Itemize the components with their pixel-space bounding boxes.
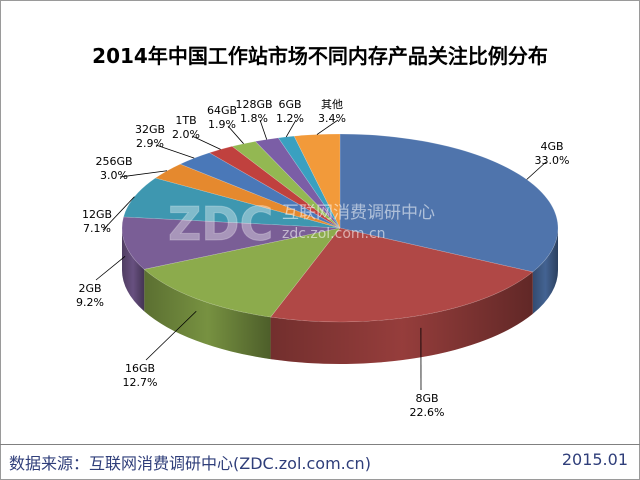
- slice-label-name-4gb: 4GB: [540, 140, 563, 153]
- slice-label-value-128gb: 1.8%: [240, 112, 268, 125]
- leader-line-64gb: [227, 125, 244, 144]
- leader-lines: [95, 119, 547, 391]
- slice-label-value-12gb: 7.1%: [83, 222, 111, 235]
- leader-line-4gb: [526, 161, 547, 180]
- slice-label-value-64gb: 1.9%: [208, 118, 236, 131]
- leader-line-256gb: [119, 170, 168, 178]
- slice-label-value-6gb: 1.2%: [276, 112, 304, 125]
- slice-label-name-256gb: 256GB: [95, 155, 132, 168]
- slice-label-name-2gb: 2GB: [78, 282, 101, 295]
- slice-12gb: [123, 177, 341, 229]
- slice-side-shade-2gb: [122, 228, 145, 312]
- slice-label-value-8gb: 22.6%: [410, 406, 445, 419]
- slice-side-shade-16gb: [144, 269, 271, 360]
- pie-tops: [121, 133, 559, 323]
- slice-label-name-6gb: 6GB: [278, 98, 301, 111]
- watermark-url: zdc.zol.com.cn: [282, 226, 386, 242]
- slice-label-value-32gb: 2.9%: [136, 137, 164, 150]
- slice-label-name-64gb: 64GB: [207, 104, 237, 117]
- chart-title: 2014年中国工作站市场不同内存产品关注比例分布: [92, 44, 548, 68]
- leader-line-32gb: [155, 144, 195, 159]
- leader-line-12gb: [102, 196, 135, 231]
- leader-line-16gb: [145, 310, 197, 361]
- slice-label-name-8gb: 8GB: [415, 392, 438, 405]
- footer-divider: [0, 444, 640, 445]
- slice-label-value-4gb: 33.0%: [535, 154, 570, 167]
- slice-side-shade-4gb: [532, 228, 558, 314]
- slice-4gb: [339, 133, 559, 273]
- slice-label-name-32gb: 32GB: [135, 123, 165, 136]
- slice-label-name-16gb: 16GB: [125, 362, 155, 375]
- slice-label-name-12gb: 12GB: [82, 208, 112, 221]
- slice-16gb: [143, 227, 341, 318]
- slice-label-value-16gb: 12.7%: [123, 376, 158, 389]
- slice-label-name-128gb: 128GB: [235, 98, 272, 111]
- slice-256gb: [154, 163, 341, 229]
- leader-line-2gb: [95, 256, 126, 281]
- slice-6gb: [277, 135, 341, 229]
- leader-line--: [316, 119, 339, 135]
- watermark-logo: ZDC: [168, 197, 273, 251]
- watermark-name: 互联网消费调研中心: [282, 203, 435, 223]
- slice-label-name-1tb: 1TB: [175, 114, 196, 127]
- slice-side-shade-8gb: [270, 271, 533, 364]
- watermark: ZDC 互联网消费调研中心 zdc.zol.com.cn: [168, 197, 436, 252]
- slice-label-value--: 3.4%: [318, 112, 346, 125]
- footer-date: 2015.01: [561, 450, 628, 469]
- slice-label-name--: 其他: [321, 98, 343, 111]
- slice-8gb: [270, 227, 534, 323]
- slice-label-value-1tb: 2.0%: [172, 128, 200, 141]
- slice-2gb: [121, 216, 341, 270]
- slice-label-value-256gb: 3.0%: [100, 169, 128, 182]
- leader-line-128gb: [259, 119, 268, 140]
- leader-line-6gb: [285, 119, 297, 138]
- slice-label-value-2gb: 9.2%: [76, 296, 104, 309]
- footer-source: 数据来源：互联网消费调研中心(ZDC.zol.com.cn): [9, 454, 371, 473]
- pie-sides: [122, 228, 558, 364]
- leader-line-1tb: [191, 135, 221, 150]
